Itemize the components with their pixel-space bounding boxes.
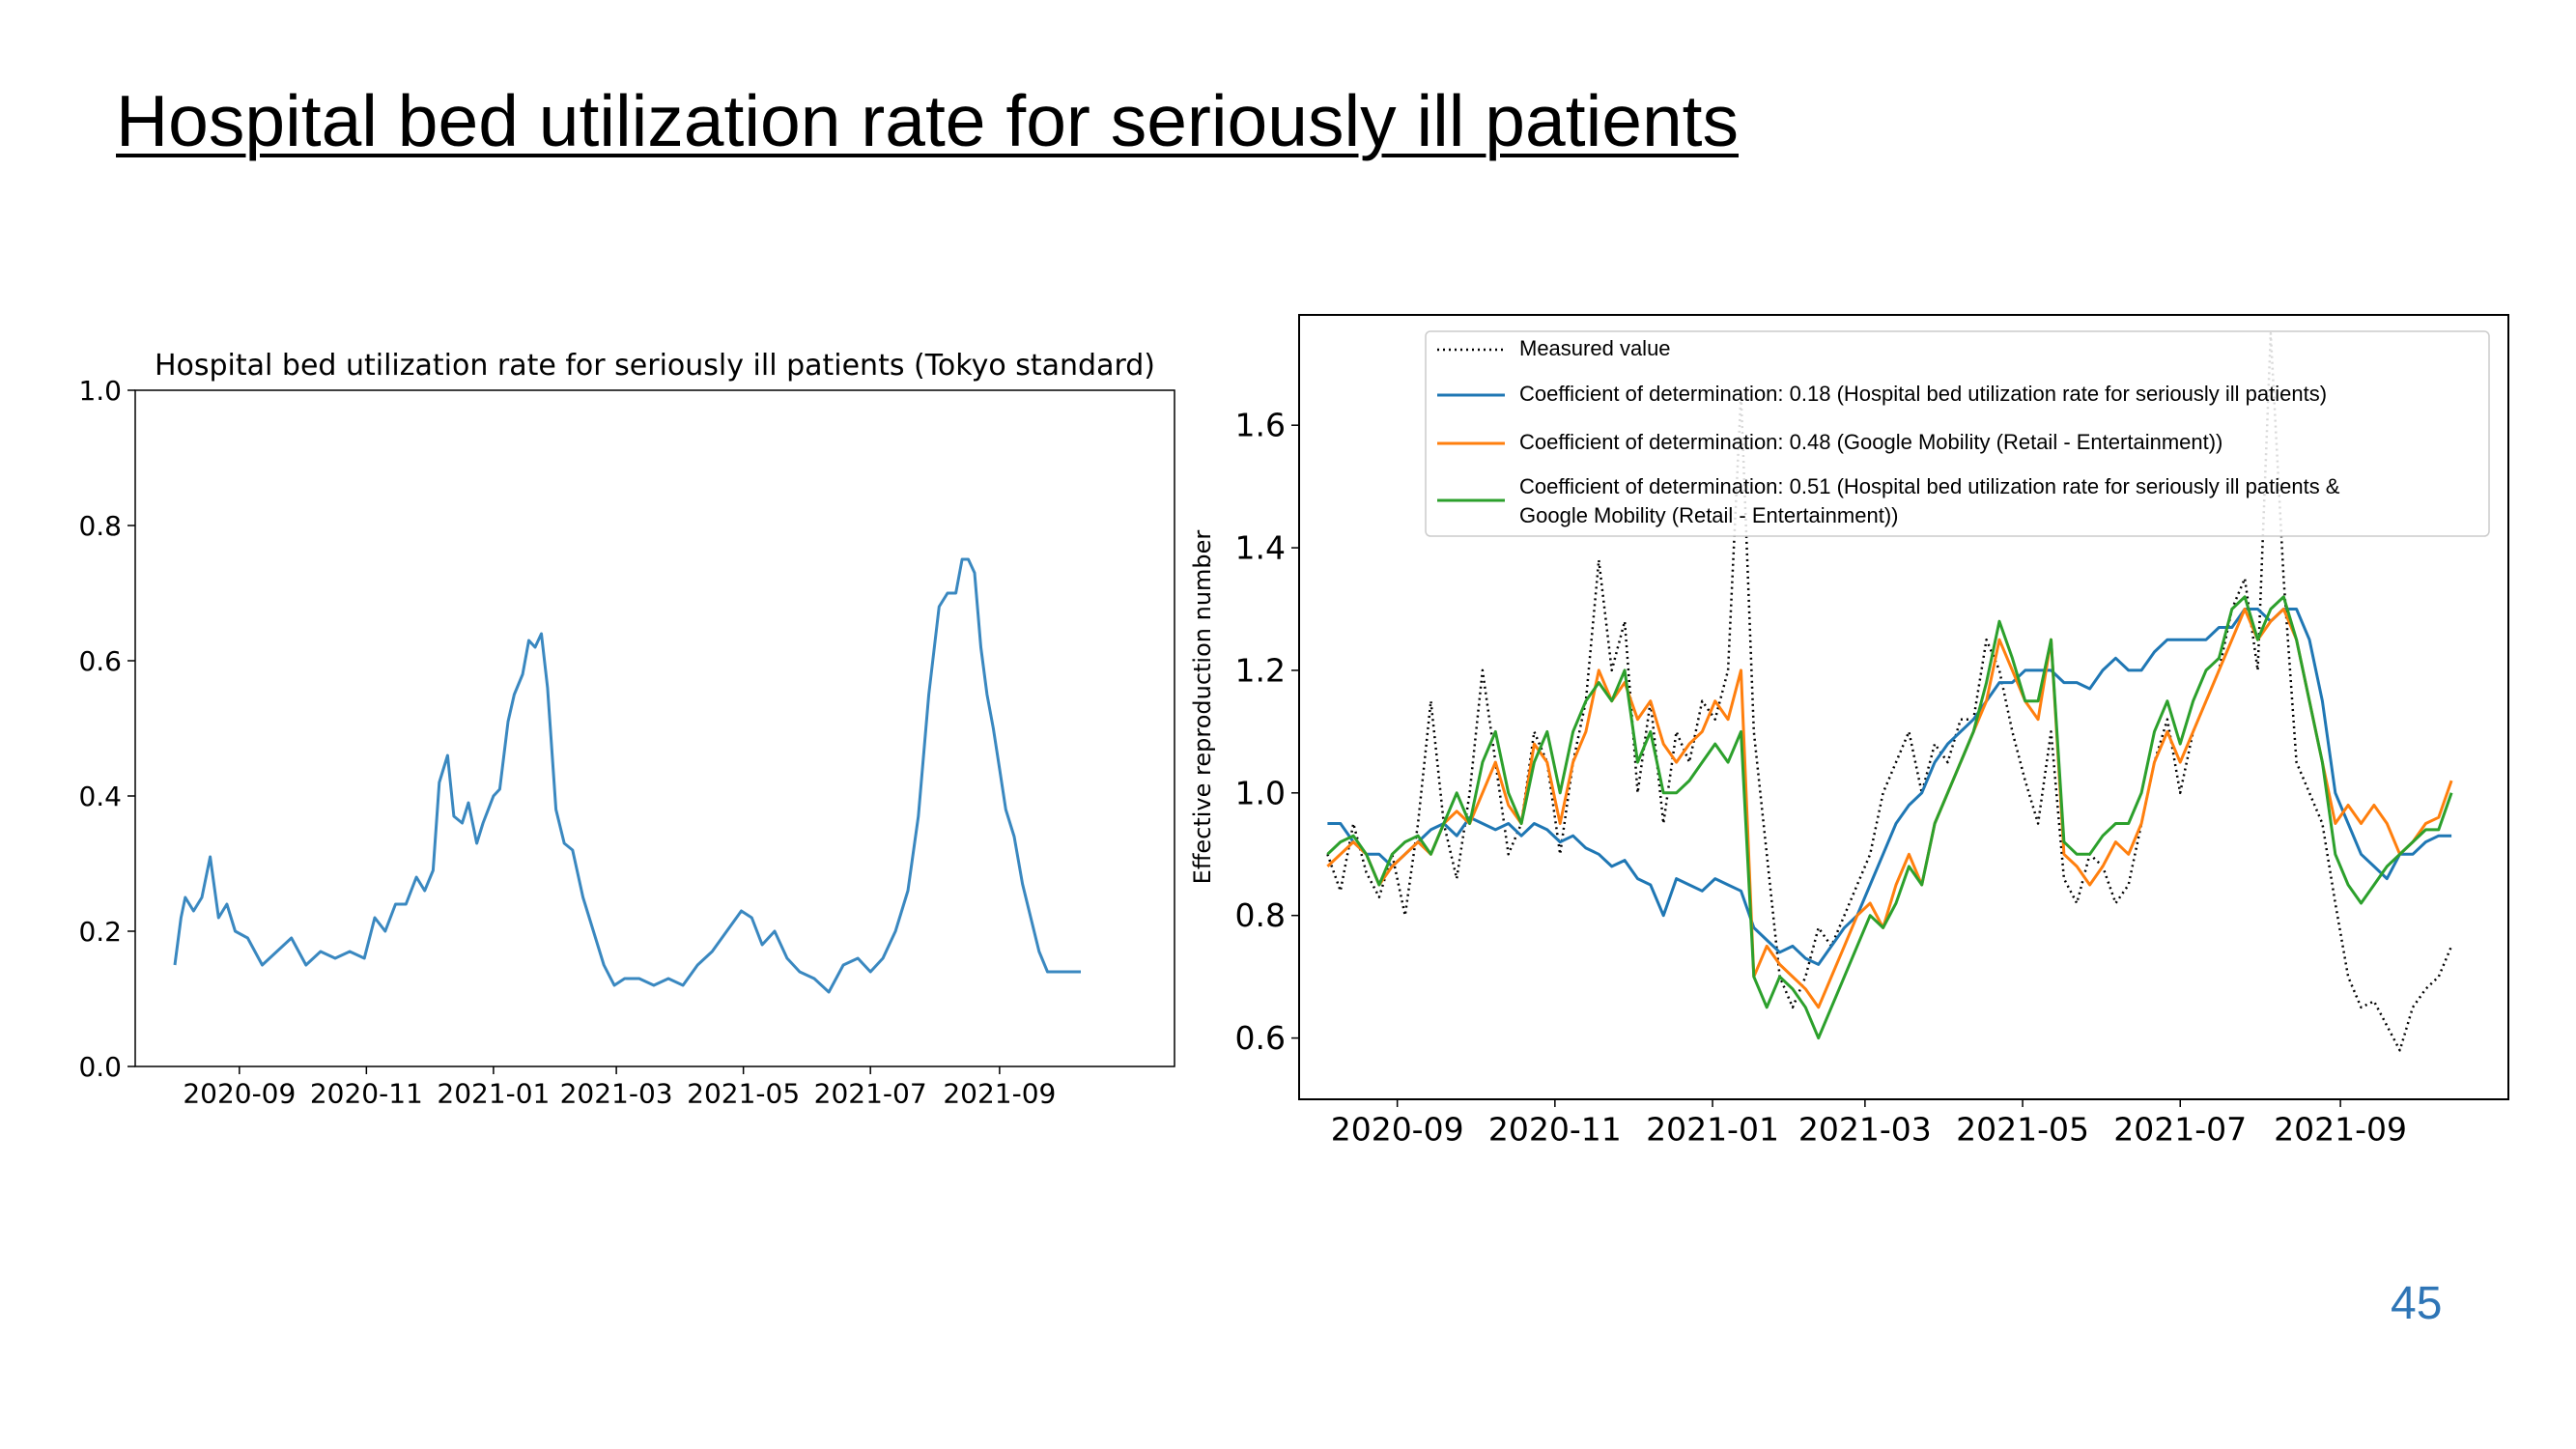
series-line-1 xyxy=(1326,331,2453,1052)
x-tick-label: 2021-07 xyxy=(2113,1111,2247,1149)
legend-label-3: Coefficient of determination: 0.48 (Goog… xyxy=(1519,430,2222,454)
x-tick-label: 2020-09 xyxy=(183,1077,296,1109)
y-tick-label: 0.4 xyxy=(78,781,122,812)
x-tick-label: 2020-11 xyxy=(1488,1111,1622,1149)
y-tick-label: 0.2 xyxy=(78,916,122,948)
x-tick-label: 2021-03 xyxy=(560,1077,673,1109)
y-tick-label: 1.0 xyxy=(78,375,122,407)
plot-frame xyxy=(134,389,1175,1067)
y-tick-label: 1.4 xyxy=(1235,529,1286,567)
legend: Measured value Coefficient of determinati… xyxy=(1425,330,2490,537)
legend-label-2: Coefficient of determination: 0.18 (Hosp… xyxy=(1519,382,2327,406)
x-tick-label: 2021-05 xyxy=(687,1077,800,1109)
y-tick-label: 1.6 xyxy=(1235,407,1286,444)
x-tick-label: 2020-09 xyxy=(1331,1111,1464,1149)
x-tick-label: 2020-11 xyxy=(310,1077,423,1109)
legend-label-4: Coefficient of determination: 0.51 (Hosp… xyxy=(1519,474,2340,527)
y-tick-label: 0.0 xyxy=(78,1051,122,1083)
series-line-2 xyxy=(1327,608,2452,966)
y-tick-label: 1.2 xyxy=(1235,651,1286,689)
y-tick-label: 0.8 xyxy=(78,510,122,542)
x-tick-label: 2021-01 xyxy=(437,1077,550,1109)
x-tick-label: 2021-05 xyxy=(1956,1111,2089,1149)
x-tick-label: 2021-09 xyxy=(943,1077,1056,1109)
x-tick-label: 2021-01 xyxy=(1646,1111,1779,1149)
y-tick-label: 0.6 xyxy=(1235,1019,1286,1057)
series-line-1 xyxy=(173,557,1081,994)
x-tick-label: 2021-07 xyxy=(814,1077,927,1109)
x-tick-label: 2021-03 xyxy=(1798,1111,1932,1149)
page-number: 45 xyxy=(2391,1278,2443,1329)
legend-label-1: Measured value xyxy=(1519,336,1671,360)
y-axis-label: Effective reproduction number xyxy=(1189,530,1216,885)
y-tick-label: 0.8 xyxy=(1235,896,1286,934)
plot-frame xyxy=(1298,314,2509,1100)
series-line-4 xyxy=(1326,595,2453,1040)
chart-title: Hospital bed utilization rate for seriou… xyxy=(155,349,1155,383)
y-tick-label: 0.6 xyxy=(78,645,122,677)
slide-title: Hospital bed utilization rate for seriou… xyxy=(116,80,1739,161)
y-tick-label: 1.0 xyxy=(1235,774,1286,811)
series-line-3 xyxy=(1326,608,2453,1009)
x-tick-label: 2021-09 xyxy=(2274,1111,2407,1149)
legend-box xyxy=(1425,330,2490,537)
